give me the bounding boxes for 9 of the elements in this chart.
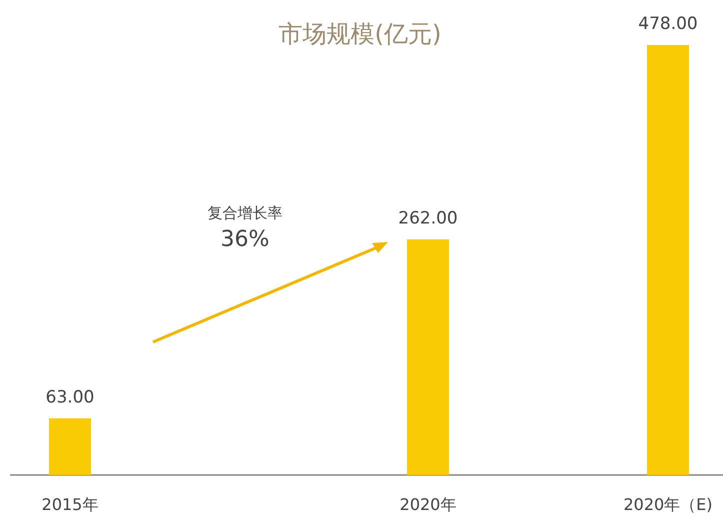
data-label: 63.00 <box>46 387 94 408</box>
x-tick-label: 2015年 <box>42 495 98 514</box>
x-tick-label: 2020年（E) <box>623 495 713 514</box>
annotation: 复合增长率 <box>208 204 282 222</box>
data-label: 262.00 <box>398 208 458 228</box>
data-label: 478.00 <box>638 14 698 34</box>
x-tick-label: 2020年 <box>400 495 456 514</box>
chart-title: 市场规模(亿元) <box>278 20 442 48</box>
annotation: 36% <box>220 227 270 252</box>
